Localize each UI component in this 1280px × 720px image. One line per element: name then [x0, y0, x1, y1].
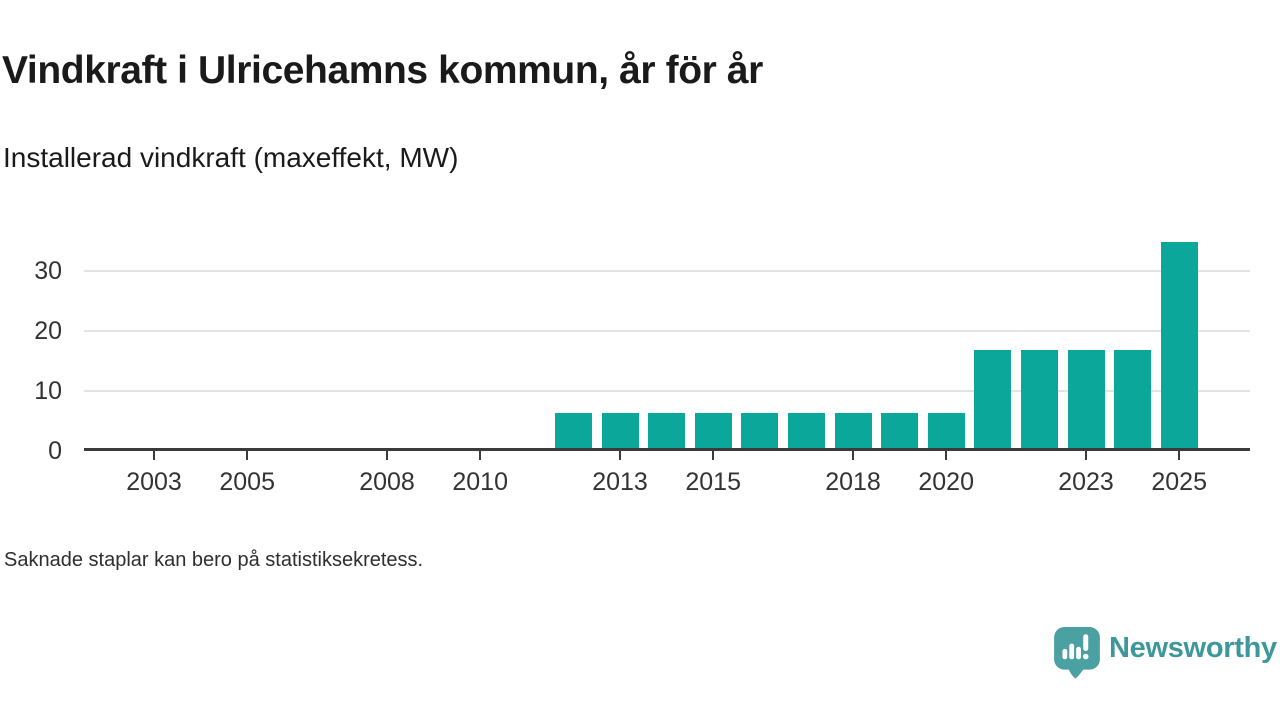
- x-tick-2023: [1085, 451, 1087, 460]
- x-tick-2013: [619, 451, 621, 460]
- bar-2016: [741, 413, 779, 449]
- bar-2013: [601, 413, 639, 449]
- gridline-30: [84, 270, 1250, 272]
- y-axis-label-0: 0: [48, 437, 62, 465]
- bar-2020: [927, 413, 965, 449]
- x-axis-label-2003: 2003: [126, 468, 182, 496]
- x-axis-label-2018: 2018: [825, 468, 881, 496]
- page-title: Vindkraft i Ulricehamns kommun, år för å…: [2, 49, 763, 92]
- x-axis-label-2010: 2010: [452, 468, 508, 496]
- x-tick-2003: [153, 451, 155, 460]
- x-tick-2025: [1178, 451, 1181, 460]
- y-axis-label-10: 10: [34, 377, 62, 405]
- y-axis-label-20: 20: [34, 317, 62, 345]
- gridline-10: [84, 390, 1250, 392]
- y-axis-label-30: 30: [34, 257, 62, 285]
- x-axis-label-2025: 2025: [1151, 468, 1207, 496]
- bar-2025: [1160, 242, 1198, 449]
- x-tick-2005: [246, 451, 249, 460]
- x-tick-2018: [852, 451, 854, 460]
- chart-subtitle: Installerad vindkraft (maxeffekt, MW): [3, 142, 459, 173]
- newsworthy-wordmark: Newsworthy: [1109, 632, 1277, 664]
- newsworthy-logo: Newsworthy: [1054, 627, 1277, 679]
- bar-2014: [648, 413, 686, 449]
- x-axis-label-2015: 2015: [685, 468, 741, 496]
- x-axis-label-2008: 2008: [359, 468, 415, 496]
- x-axis-label-2013: 2013: [592, 468, 648, 496]
- x-axis-label-2020: 2020: [918, 468, 974, 496]
- bar-chart: 0 10 20 30 2003 2005 2008 2010 2013 2015 2018 2020 2…: [34, 242, 1250, 496]
- bar-2023: [1067, 350, 1105, 449]
- bar-2022: [1020, 350, 1058, 449]
- x-axis-line: [84, 448, 1250, 451]
- x-axis-label-2023: 2023: [1058, 468, 1114, 496]
- bar-2024: [1114, 350, 1152, 449]
- bar-2012: [554, 413, 592, 449]
- bar-2019: [881, 413, 919, 449]
- x-tick-2015: [712, 451, 715, 460]
- gridline-20: [84, 330, 1250, 332]
- x-tick-2010: [479, 451, 482, 460]
- footnote: Saknade staplar kan bero på statistiksek…: [4, 549, 424, 571]
- bar-2021: [974, 350, 1012, 449]
- bar-2018: [834, 413, 872, 449]
- newsworthy-speech-bubble-bar-chart-icon: [1054, 627, 1100, 679]
- x-tick-2008: [386, 451, 388, 460]
- bar-2015: [694, 413, 732, 449]
- bar-2017: [787, 413, 825, 449]
- x-tick-2020: [945, 451, 948, 460]
- x-axis-label-2005: 2005: [219, 468, 275, 496]
